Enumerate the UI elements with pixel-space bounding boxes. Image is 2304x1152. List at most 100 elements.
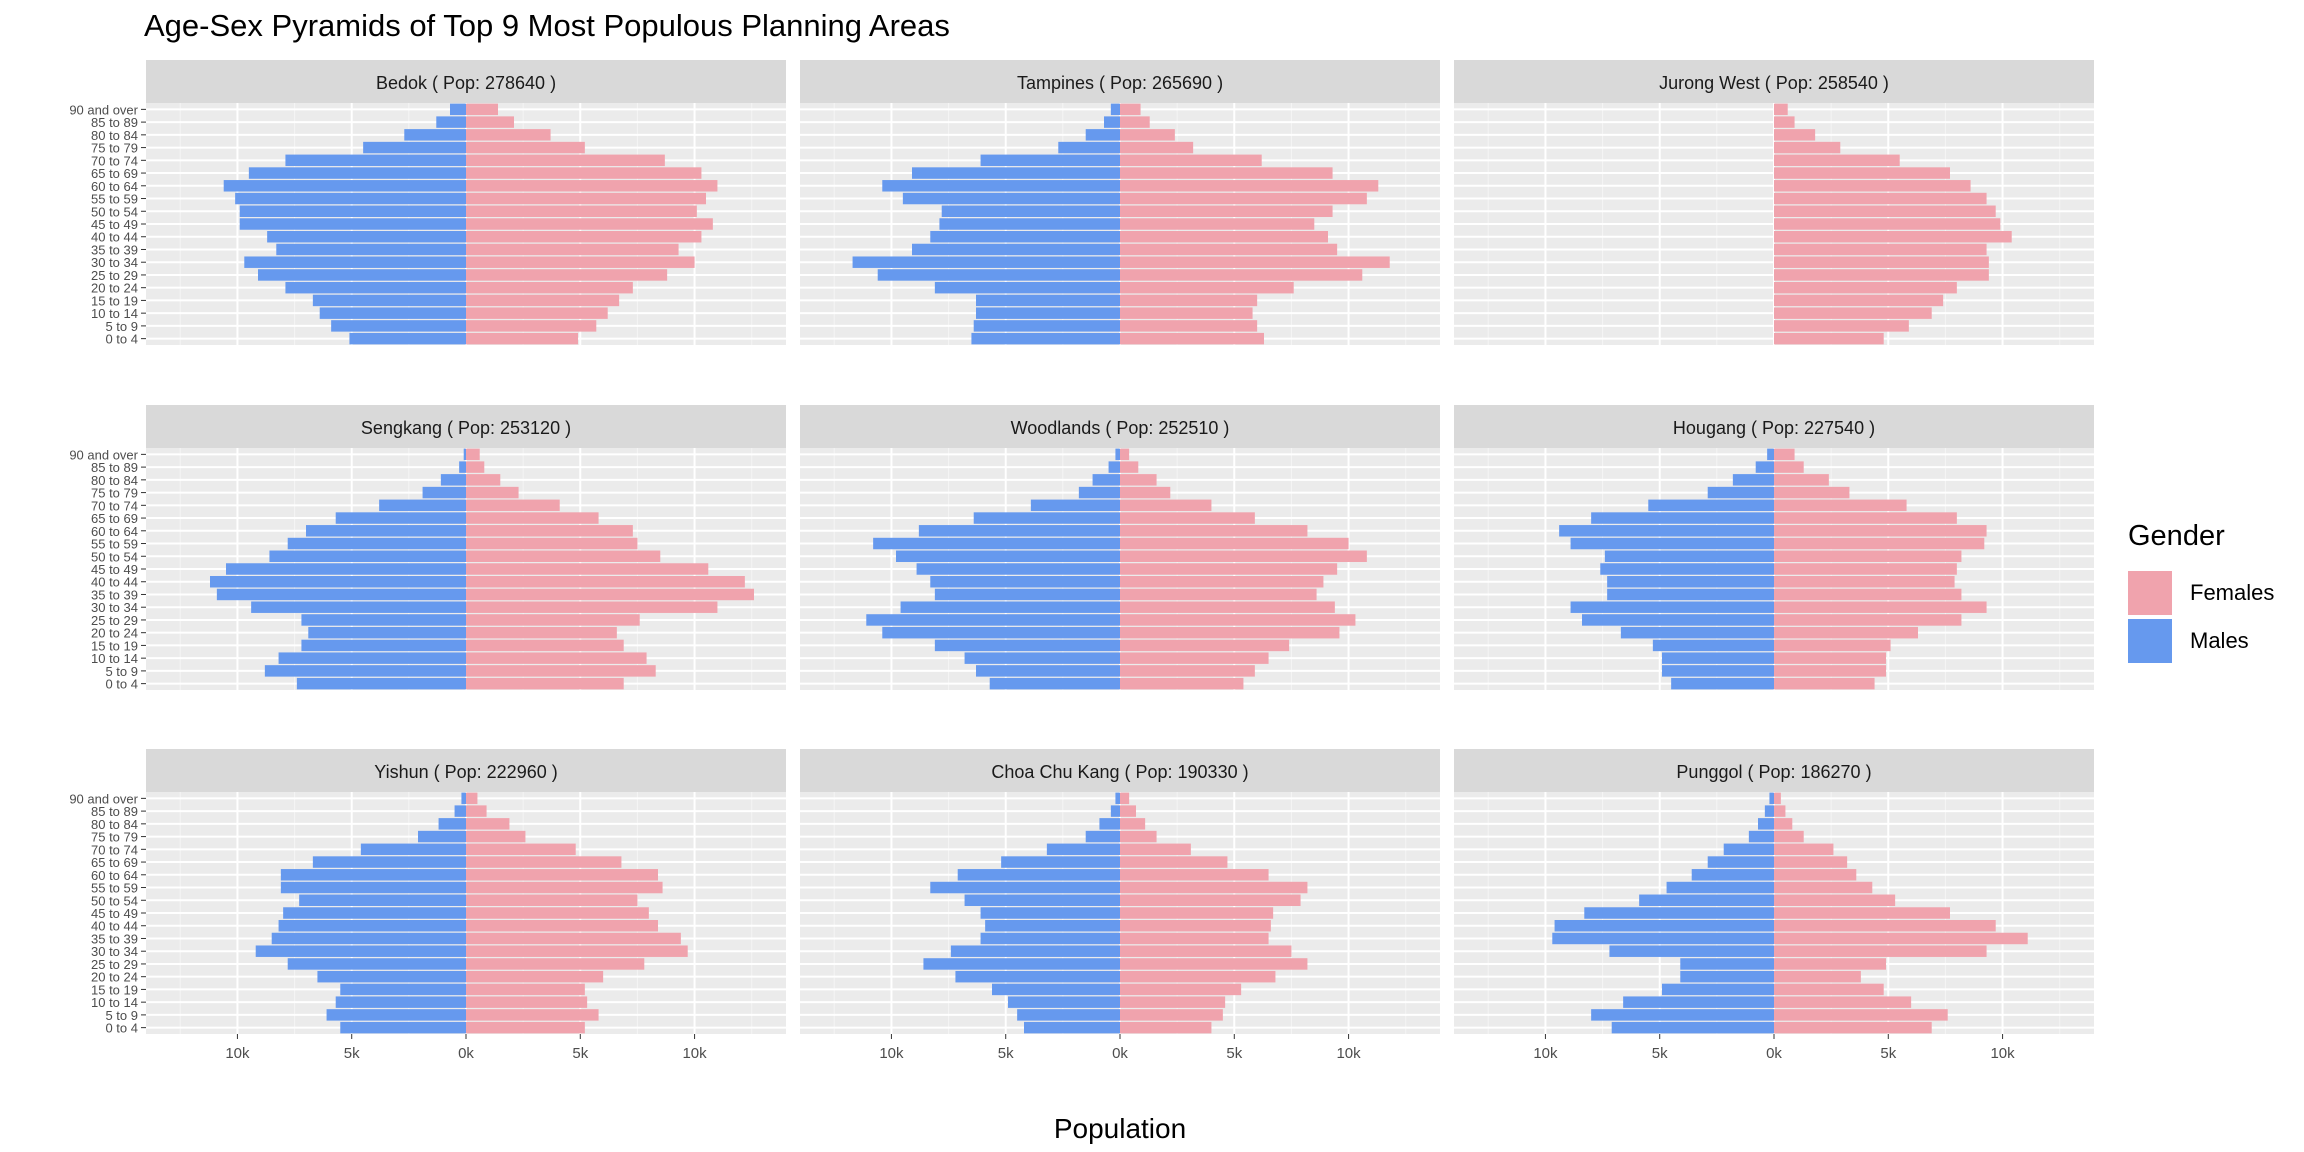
male-bar [239,218,466,230]
male-bar [258,269,466,281]
female-bar [1774,269,1989,281]
female-bar [466,983,585,996]
female-bar [1120,461,1139,473]
male-bar [438,818,466,830]
female-bar [466,103,498,116]
y-tick-label: 45 to 49 [91,217,138,232]
male-bar [335,512,466,524]
male-bar [973,320,1120,332]
male-bar [312,294,466,307]
male-bar [1115,792,1120,805]
y-tick-label: 30 to 34 [91,600,138,615]
female-bar [1774,614,1962,626]
female-bar [1120,932,1269,945]
male-bar [436,116,466,128]
female-bar [466,1009,599,1021]
male-bar [287,537,466,550]
female-bar [1120,639,1290,652]
male-bar [271,932,466,945]
y-tick-label: 65 to 69 [91,166,138,181]
male-bar [964,894,1120,906]
female-bar [466,129,551,141]
female-bar [1774,907,1950,919]
male-bar [976,307,1120,319]
female-bar [1774,869,1857,881]
male-bar [1559,525,1774,537]
female-bar [1120,307,1253,319]
female-bar [466,614,640,626]
male-bar [941,205,1120,217]
y-tick-label: 70 to 74 [91,153,138,168]
female-bar [1120,448,1130,461]
female-bar [1774,843,1834,856]
female-bar [1120,550,1367,562]
female-bar [466,869,658,881]
y-tick-label: 5 to 9 [105,1008,138,1023]
male-bar [930,881,1120,894]
male-bar [1110,805,1120,817]
female-bar [1774,932,2028,945]
male-bar [1570,601,1774,613]
female-bar [1774,576,1955,588]
male-bar [1691,869,1774,881]
female-bar [1120,525,1308,537]
male-bar [916,563,1120,575]
male-bar [1604,550,1774,562]
male-bar [1085,129,1120,141]
y-tick-label: 40 to 44 [91,230,138,245]
y-tick-label: 90 and over [69,102,138,117]
female-bar [1774,141,1841,154]
male-bar [319,307,466,319]
male-bar [1591,1009,1774,1021]
legend-item-females: Females [2128,569,2274,617]
female-bar [466,563,709,575]
female-bar [1120,614,1356,626]
female-bar [466,626,617,639]
female-bar [466,499,560,512]
female-bar [1774,474,1829,486]
male-bar [1024,1021,1120,1034]
male-bar [335,996,466,1008]
male-bar [992,983,1120,996]
female-bar [1120,512,1255,524]
x-tick-label: 10k [879,1045,904,1062]
y-tick-label: 0 to 4 [105,677,138,692]
female-bar [466,243,679,256]
male-bar [912,167,1120,179]
female-bar [466,1021,585,1034]
female-bar [1774,116,1795,128]
male-bar [1732,474,1774,486]
female-bar [1774,320,1909,332]
male-bar [267,231,466,243]
male-bar [912,243,1120,256]
female-bar [1120,320,1258,332]
female-bar [1120,474,1157,486]
male-bar [463,448,466,461]
y-tick-label: 55 to 59 [91,192,138,207]
female-bar [466,525,633,537]
male-bar [1017,1009,1120,1021]
female-bar [1774,818,1793,830]
male-bar [985,920,1120,932]
y-tick-label: 80 to 84 [91,817,138,832]
y-tick-label: 70 to 74 [91,842,138,857]
male-bar [312,856,466,868]
female-bar [1120,792,1130,805]
male-bar [976,294,1120,307]
female-bar [466,958,645,970]
male-bar [255,945,466,957]
y-tick-label: 90 and over [69,447,138,462]
y-tick-label: 20 to 24 [91,970,138,985]
female-bar [1120,907,1274,919]
male-bar [363,141,466,154]
female-bar [466,677,624,690]
male-bar [955,970,1120,983]
male-bar [1001,856,1120,868]
legend-key-females [2128,571,2172,615]
male-bar [239,205,466,217]
male-bar [930,231,1120,243]
male-bar [280,869,466,881]
male-bar [877,269,1120,281]
female-bar [466,307,608,319]
